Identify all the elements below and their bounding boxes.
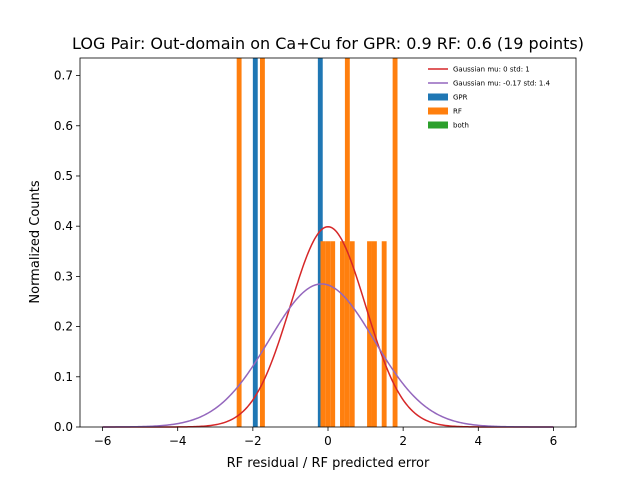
- x-tick-label: 2: [399, 434, 407, 448]
- y-tick-label: 0.4: [54, 219, 73, 233]
- histogram-bar-rf-5: [340, 241, 345, 427]
- chart-title: LOG Pair: Out-domain on Ca+Cu for GPR: 0…: [72, 34, 584, 53]
- x-tick-label: −6: [94, 434, 112, 448]
- histogram-bar-rf-4: [330, 241, 336, 427]
- y-tick-label: 0.6: [54, 119, 73, 133]
- histogram-bar-rf-11: [392, 58, 398, 427]
- histogram-bar-gpr-1: [317, 58, 323, 427]
- histogram-bar-gpr-0: [252, 58, 258, 427]
- legend-patch-swatch: [428, 107, 448, 115]
- y-tick-label: 0.5: [54, 169, 73, 183]
- y-tick-label: 0.7: [54, 69, 73, 83]
- gaussian-curve-1: [102, 283, 554, 428]
- x-axis-label: RF residual / RF predicted error: [227, 456, 430, 471]
- histogram-bar-rf-2: [320, 241, 326, 427]
- y-tick-label: 0.1: [54, 370, 73, 384]
- y-tick-label: 0.3: [54, 269, 73, 283]
- x-tick-label: −2: [244, 434, 262, 448]
- plot-area: −6 −4 −2 0 2 4 6 0.0 0.1 0.2 0.3 0.4 0.5 0.6 0.7: [54, 57, 577, 448]
- legend-label: Gaussian mu: -0.17 std: 1.4: [453, 80, 551, 88]
- histogram-bar-rf-3: [325, 241, 331, 427]
- histogram-bar-rf-7: [349, 241, 355, 427]
- x-tick-label: 6: [550, 434, 558, 448]
- y-tick-label: 0.2: [54, 320, 73, 334]
- y-axis-label: Normalized Counts: [28, 180, 43, 303]
- legend-label: RF: [453, 108, 462, 116]
- legend: Gaussian mu: 0 std: 1 Gaussian mu: -0.17 …: [428, 66, 551, 130]
- histogram-bar-rf-0: [236, 58, 242, 427]
- legend-label: GPR: [453, 94, 468, 102]
- legend-patch-swatch: [428, 93, 448, 101]
- histogram-bar-rf-8: [367, 241, 372, 427]
- legend-label: Gaussian mu: 0 std: 1: [453, 66, 530, 74]
- legend-label: both: [453, 122, 469, 130]
- histogram-bar-rf-6: [344, 58, 350, 427]
- x-tick-label: 4: [474, 434, 482, 448]
- legend-patch-swatch: [428, 121, 448, 129]
- x-tick-label: −4: [169, 434, 187, 448]
- y-tick-label: 0.0: [54, 420, 73, 434]
- histogram-bar-rf-10: [381, 241, 387, 427]
- histogram-bar-rf-1: [259, 58, 265, 427]
- x-tick-label: 0: [324, 434, 332, 448]
